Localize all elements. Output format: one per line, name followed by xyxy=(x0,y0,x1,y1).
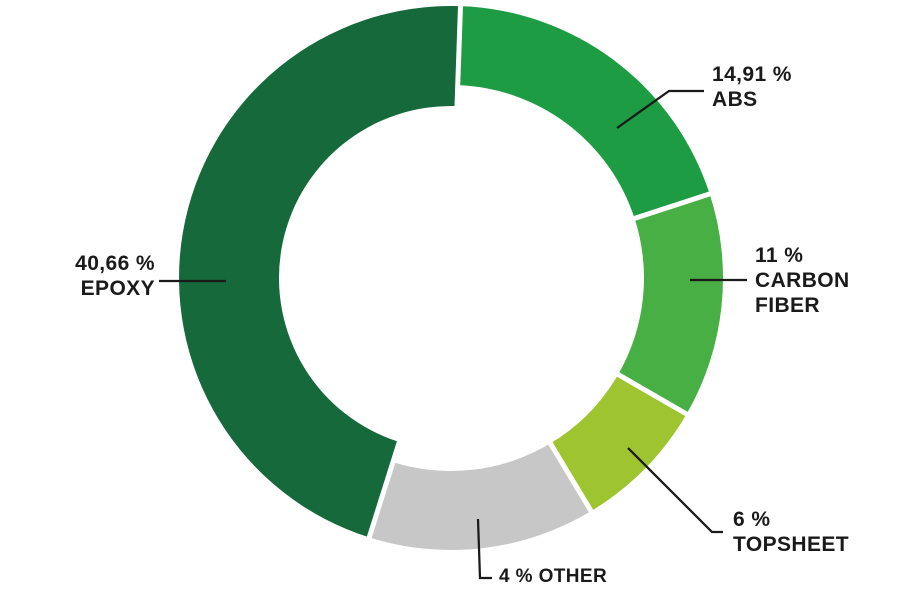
segment-label-topsheet: 6 % TOPSHEET xyxy=(733,507,849,557)
segment-label-line: CARBON xyxy=(755,269,850,292)
segment-topsheet xyxy=(550,374,687,512)
segment-label-line: 11 % xyxy=(755,244,804,267)
segment-label-line: 4 % OTHER xyxy=(499,566,608,587)
segment-label-line: TOPSHEET xyxy=(733,533,850,556)
segment-label-carbon-fiber: 11 % CARBON FIBER xyxy=(755,243,850,318)
segment-abs xyxy=(457,6,710,219)
segment-label-line: ABS xyxy=(712,88,758,111)
segment-epoxy xyxy=(179,6,461,538)
segment-label-line: 6 % xyxy=(733,508,771,531)
segment-label-line: 40,66 % xyxy=(75,252,155,275)
segment-label-line: EPOXY xyxy=(80,277,155,300)
leader-line-topsheet xyxy=(627,447,723,534)
segment-separator xyxy=(363,420,409,549)
segment-separator xyxy=(592,188,721,235)
leader-line-abs xyxy=(616,89,704,129)
segment-label-other: 4 % OTHER xyxy=(499,566,607,588)
segment-label-line: 14,91 % xyxy=(712,63,792,86)
segment-carbon-fiber xyxy=(618,193,724,414)
segment-label-epoxy: 40,66 % EPOXY xyxy=(75,251,155,301)
segment-separator xyxy=(453,0,464,129)
segment-separator xyxy=(579,350,698,422)
segment-other xyxy=(369,443,592,550)
leader-line-other xyxy=(476,518,492,580)
segment-label-abs: 14,91 % ABS xyxy=(712,62,792,112)
segment-separator xyxy=(526,405,599,522)
segment-label-line: FIBER xyxy=(755,294,820,317)
